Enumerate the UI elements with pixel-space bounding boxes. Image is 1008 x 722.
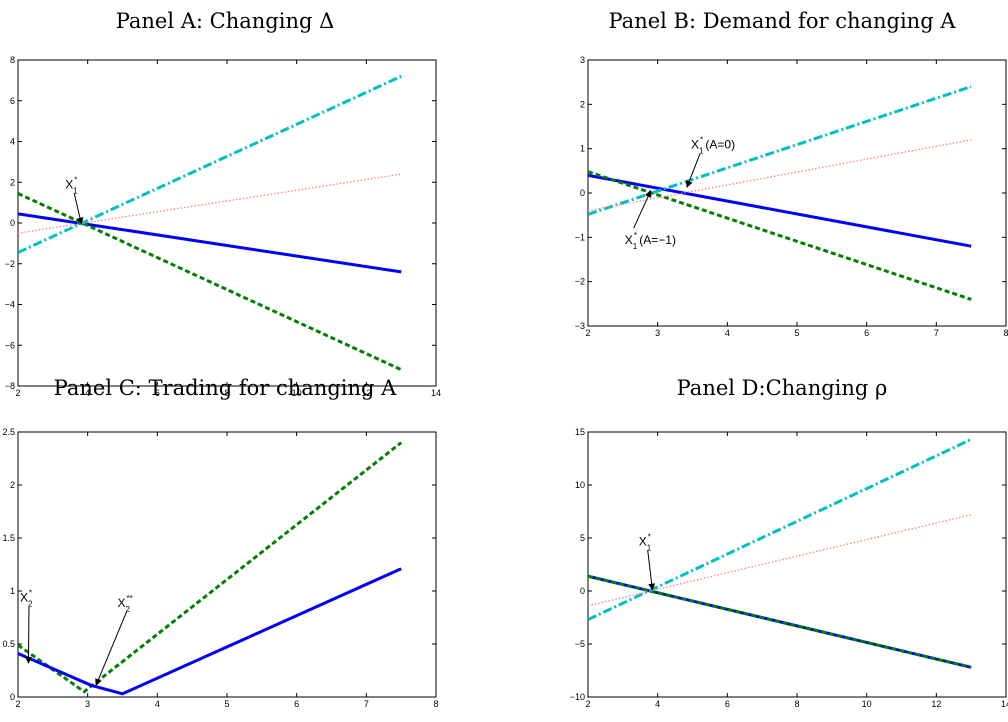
x-tick-label: 4 bbox=[155, 699, 160, 709]
x-tick-label: 8 bbox=[224, 388, 229, 398]
annotation-arrow bbox=[685, 153, 701, 188]
x-tick-label: 14 bbox=[1001, 699, 1008, 709]
annotation-label: X* 1 bbox=[65, 175, 78, 195]
y-tick-label: −6 bbox=[5, 340, 15, 350]
y-tick-label: 0 bbox=[10, 218, 15, 228]
y-tick-label: 3 bbox=[580, 55, 585, 65]
x-tick-label: 7 bbox=[364, 699, 369, 709]
series-line-blue-solid bbox=[588, 173, 972, 248]
annotation-label: X* 1 (A=0) bbox=[691, 136, 735, 156]
y-tick-label: 2 bbox=[10, 177, 15, 187]
series-line-red-dotted bbox=[18, 173, 402, 234]
plot-frame bbox=[17, 431, 437, 698]
y-tick-label: 5 bbox=[580, 533, 585, 543]
panel-d-plot: 2 4 6 8 10 12 14 −10 −5 0 5 10 15 X*1 bbox=[570, 427, 1008, 709]
x-tick-label: 6 bbox=[864, 328, 869, 338]
y-tick-label: 1 bbox=[580, 144, 585, 154]
y-tick-label: 1 bbox=[10, 586, 15, 596]
y-tick-label: −8 bbox=[5, 381, 15, 391]
annotation-arrow bbox=[647, 550, 656, 591]
series-line-green-dashed bbox=[18, 192, 402, 372]
y-tick-label: 2 bbox=[10, 480, 15, 490]
x-tick-label: 10 bbox=[292, 388, 302, 398]
series-line-red-dotted bbox=[588, 514, 972, 607]
x-tick-label: 6 bbox=[155, 388, 160, 398]
panel-c: Panel C: Trading for changing A 2 3 4 5 6 7 8 0… bbox=[2, 376, 438, 709]
panel-b-title: Panel B: Demand for changing A bbox=[608, 9, 956, 33]
panel-b: Panel B: Demand for changing A 2 3 4 5 6 7 8 −3… bbox=[575, 9, 1008, 338]
series-group bbox=[18, 441, 403, 696]
x-tick-label: 6 bbox=[725, 699, 730, 709]
x-tick-label: 6 bbox=[294, 699, 299, 709]
y-tick-label: −5 bbox=[575, 639, 585, 649]
x-tick-label: 7 bbox=[934, 328, 939, 338]
y-tick-label: 0 bbox=[580, 586, 585, 596]
y-tick-label: −1 bbox=[575, 232, 585, 242]
y-tick-label: 0 bbox=[580, 188, 585, 198]
x-tick-label: 3 bbox=[85, 699, 90, 709]
panel-d: Panel D:Changing ρ 2 4 6 8 10 12 14 −10 −5 0 5 10 15… bbox=[570, 376, 1008, 709]
y-tick-label: 10 bbox=[575, 480, 585, 490]
x-tick-label: 8 bbox=[433, 699, 438, 709]
x-tick-label: 8 bbox=[794, 699, 799, 709]
annotation-label: X* 2 bbox=[20, 589, 33, 609]
y-tick-label: −4 bbox=[5, 300, 15, 310]
x-tick-label: 5 bbox=[794, 328, 799, 338]
plot-frame bbox=[587, 431, 1007, 698]
panel-c-plot: 2 3 4 5 6 7 8 0 0.5 1 1.5 2 2.5 X* 2 X** 2 bbox=[2, 427, 438, 709]
annotation-arrow bbox=[95, 611, 127, 686]
series-group bbox=[588, 85, 972, 301]
annotation-arrow bbox=[73, 193, 84, 225]
x-tick-label: 2 bbox=[585, 699, 590, 709]
panel-a-plot: 2 4 6 8 10 12 14 −8 −6 −4 −2 0 2 4 6 8 X* 1 bbox=[5, 55, 441, 398]
y-tick-label: 6 bbox=[10, 96, 15, 106]
y-tick-label: 4 bbox=[10, 137, 15, 147]
y-tick-label: 15 bbox=[575, 427, 585, 437]
y-tick-label: 0 bbox=[10, 692, 15, 702]
series-line-green-dashed bbox=[18, 441, 403, 694]
panel-c-title: Panel C: Trading for changing A bbox=[54, 376, 397, 400]
y-tick-label: 8 bbox=[10, 55, 15, 65]
x-tick-label: 2 bbox=[585, 328, 590, 338]
y-tick-label: −2 bbox=[5, 259, 15, 269]
panel-b-plot: 2 3 4 5 6 7 8 −3 −2 −1 0 1 2 3 X* 1 (A=0) X* 1 (A=−1) bbox=[575, 55, 1008, 338]
x-tick-label: 8 bbox=[1003, 328, 1008, 338]
series-line-green-dashed bbox=[588, 574, 972, 669]
x-tick-label: 2 bbox=[15, 699, 20, 709]
y-tick-label: 0.5 bbox=[2, 639, 15, 649]
x-tick-label: 4 bbox=[725, 328, 730, 338]
annotation-label: X* 1 (A=−1) bbox=[625, 231, 676, 251]
series-line-green-dashed bbox=[588, 170, 972, 301]
panel-d-title: Panel D:Changing ρ bbox=[677, 376, 888, 400]
x-tick-label: 3 bbox=[655, 328, 660, 338]
series-line-blue-solid bbox=[18, 567, 402, 696]
series-line-cyan-dashdot bbox=[588, 85, 972, 216]
y-tick-label: −2 bbox=[575, 277, 585, 287]
x-tick-label: 10 bbox=[862, 699, 872, 709]
annotation-arrow bbox=[633, 190, 652, 229]
y-tick-label: 1.5 bbox=[2, 533, 15, 543]
x-tick-label: 12 bbox=[361, 388, 371, 398]
annotation-arrow bbox=[25, 606, 33, 664]
y-tick-label: −10 bbox=[570, 692, 585, 702]
y-tick-label: 2 bbox=[580, 99, 585, 109]
y-tick-label: 2.5 bbox=[2, 427, 15, 437]
annotation-label: X** 2 bbox=[118, 594, 133, 614]
x-tick-label: 12 bbox=[931, 699, 941, 709]
y-tick-label: −3 bbox=[575, 321, 585, 331]
x-tick-label: 14 bbox=[431, 388, 441, 398]
x-tick-label: 4 bbox=[85, 388, 90, 398]
annotation-label: X* 1 bbox=[639, 532, 652, 552]
x-tick-label: 5 bbox=[224, 699, 229, 709]
x-tick-label: 2 bbox=[15, 388, 20, 398]
x-tick-label: 4 bbox=[655, 699, 660, 709]
panel-a-title: Panel A: Changing Δ bbox=[116, 9, 335, 33]
panel-a: Panel A: Changing Δ 2 4 6 8 10 12 14−8−6−4−202… bbox=[5, 9, 441, 398]
